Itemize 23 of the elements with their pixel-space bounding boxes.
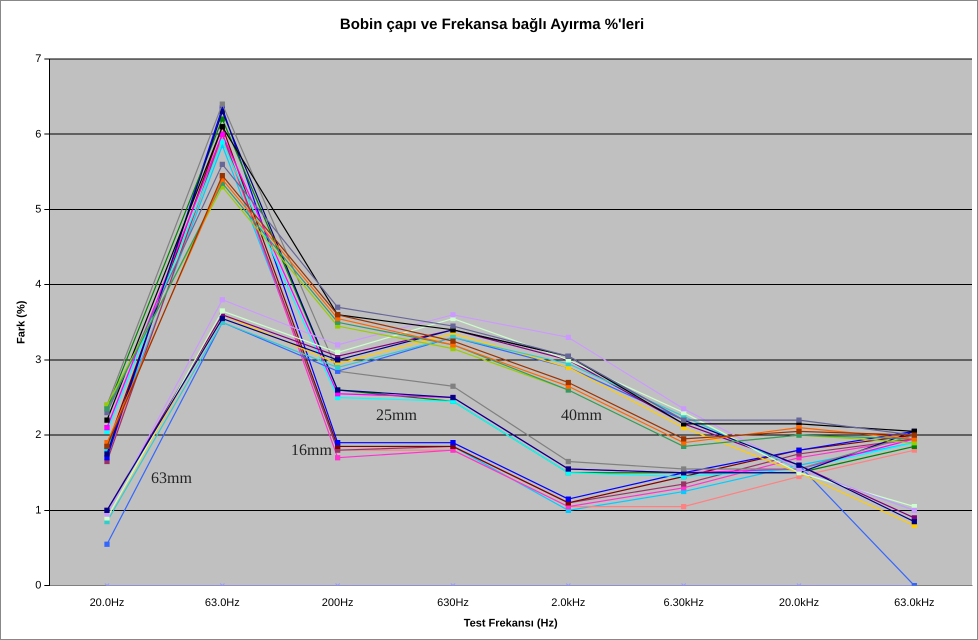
x-tick-label: 200Hz xyxy=(322,597,354,610)
x-tick-label: 20.0Hz xyxy=(90,597,124,610)
y-tick-label: 0 xyxy=(35,580,42,592)
y-axis-title: Fark (%) xyxy=(16,300,28,344)
y-tick-label: 2 xyxy=(35,429,42,442)
y-tick-label: 3 xyxy=(35,354,42,366)
x-tick-label: 63.0Hz xyxy=(204,597,240,610)
x-tick-label: 63.0kHz xyxy=(894,597,935,610)
x-tick-label: 630Hz xyxy=(437,597,469,610)
y-tick-label: 1 xyxy=(35,504,42,516)
y-tick-label: 7 xyxy=(35,53,42,66)
y-tick-label: 5 xyxy=(35,203,42,216)
x-tick-label: 20.0kHz xyxy=(778,597,820,610)
y-tick-label: 4 xyxy=(35,278,42,291)
y-tick-label: 6 xyxy=(35,128,42,140)
annotation: 16mm xyxy=(291,442,332,460)
annotation: 40mm xyxy=(561,407,602,424)
annotation: 25mm xyxy=(376,407,418,424)
x-axis-title: Test Frekansı (Hz) xyxy=(464,617,558,630)
x-tick-label: 2.0kHz xyxy=(551,597,586,610)
annotation: 63mm xyxy=(151,470,192,488)
chart-title: Bobin çapı ve Frekansa bağlı Ayırma %'leri xyxy=(340,16,644,34)
x-tick-label: 6.30kHz xyxy=(663,597,704,610)
